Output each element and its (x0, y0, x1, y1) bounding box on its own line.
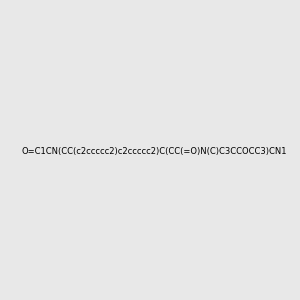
Text: O=C1CN(CC(c2ccccc2)c2ccccc2)C(CC(=O)N(C)C3CCOCC3)CN1: O=C1CN(CC(c2ccccc2)c2ccccc2)C(CC(=O)N(C)… (21, 147, 286, 156)
